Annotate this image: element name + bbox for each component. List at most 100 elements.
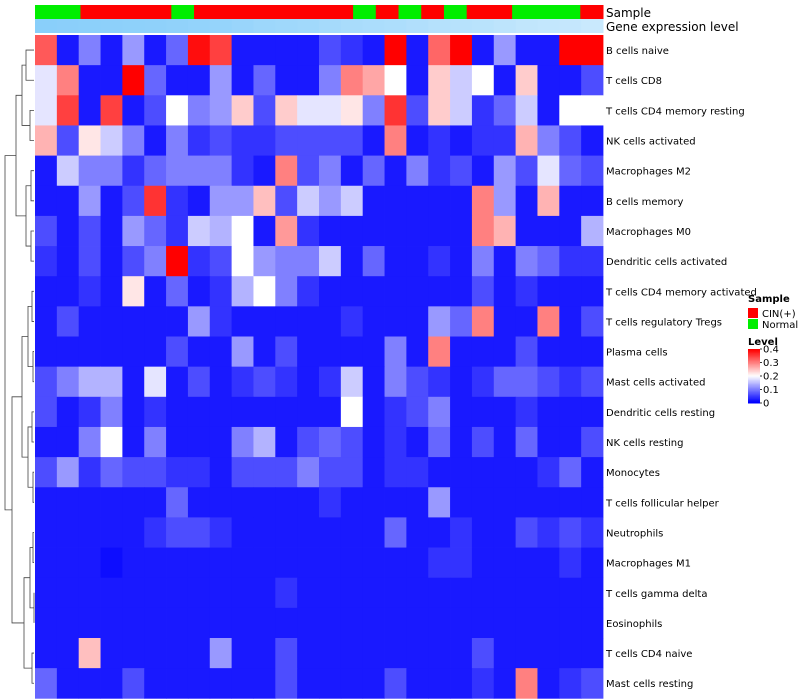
heatmap-cell <box>537 95 560 126</box>
heatmap-cell <box>78 607 101 639</box>
legend-gradient-step <box>748 374 760 377</box>
expression-annotation-cell <box>297 19 320 33</box>
heatmap-cell <box>253 125 276 156</box>
heatmap-cell <box>537 65 560 96</box>
sample-annotation-cell <box>421 5 445 19</box>
heatmap-cell <box>56 517 80 548</box>
heatmap-cell <box>231 215 254 247</box>
heatmap-cell <box>231 336 254 368</box>
heatmap-cell <box>340 95 364 126</box>
heatmap-cell <box>144 336 167 368</box>
heatmap-cell <box>35 426 58 458</box>
heatmap-cell <box>187 668 211 699</box>
heatmap-cell <box>297 215 320 247</box>
heatmap-cell <box>450 426 473 458</box>
heatmap-cell <box>56 95 80 126</box>
heatmap-cell <box>450 306 473 337</box>
heatmap-cell <box>166 457 189 488</box>
heatmap-cell <box>537 577 560 609</box>
heatmap-cell <box>471 366 495 398</box>
expression-annotation-cell <box>144 19 167 33</box>
dendrogram-branch <box>32 351 34 383</box>
sample-annotation-cell <box>284 5 309 19</box>
expression-annotation-cell <box>406 19 429 33</box>
heatmap-cell <box>100 246 123 277</box>
heatmap-cell <box>209 426 233 458</box>
heatmap-cell <box>187 336 211 368</box>
legend-gradient-step <box>748 366 760 369</box>
sample-annotation-cell <box>375 5 400 19</box>
heatmap-cell <box>187 155 211 187</box>
heatmap-cell <box>450 35 473 66</box>
heatmap-cell <box>319 487 342 518</box>
heatmap-cell <box>275 668 298 699</box>
heatmap-cell <box>166 638 189 669</box>
row-label: T cells follicular helper <box>605 498 720 509</box>
heatmap-cell <box>78 125 101 156</box>
legend-gradient-step <box>748 394 760 397</box>
heatmap-cell <box>340 547 364 579</box>
row-labels: B cells naive T cells CD8 T cells CD4 memo… <box>605 46 757 690</box>
sample-annotation-cell <box>216 5 240 19</box>
heatmap-cell <box>384 306 407 337</box>
heatmap-cell <box>78 366 101 398</box>
heatmap-cell <box>340 276 364 307</box>
heatmap-cell <box>253 366 276 398</box>
heatmap-cell <box>384 246 407 277</box>
heatmap-cell <box>493 185 517 217</box>
heatmap-cell <box>450 336 473 368</box>
heatmap-cell <box>275 336 298 368</box>
heatmap-cell <box>384 185 407 217</box>
heatmap-cell <box>581 487 604 518</box>
heatmap-cell <box>493 638 517 669</box>
heatmap-cell <box>450 246 473 277</box>
heatmap-cell <box>144 517 167 548</box>
heatmap-cell <box>166 95 189 126</box>
heatmap-cell <box>340 487 364 518</box>
legend-gradient-step <box>748 390 760 393</box>
heatmap-cell <box>406 607 429 639</box>
heatmap-cell <box>537 396 560 428</box>
heatmap-cell <box>581 517 604 548</box>
sample-annotation-cell <box>398 5 422 19</box>
expression-annotation-cell <box>384 19 407 33</box>
heatmap-cell <box>319 517 342 548</box>
heatmap-cell <box>253 577 276 609</box>
heatmap-cell <box>515 607 538 639</box>
heatmap-cell <box>275 276 298 307</box>
heatmap-cell <box>56 35 80 66</box>
row-label: Eosinophils <box>606 619 662 630</box>
heatmap-cell <box>471 426 495 458</box>
heatmap-cell <box>537 517 560 548</box>
heatmap-cell <box>537 607 560 639</box>
heatmap-cell <box>450 517 473 548</box>
heatmap-cell <box>340 396 364 428</box>
heatmap-cell <box>209 668 233 699</box>
heatmap-cell <box>340 366 364 398</box>
heatmap-cell <box>559 276 582 307</box>
legend-swatch <box>748 319 758 329</box>
heatmap-cell <box>297 306 320 337</box>
heatmap-cell <box>537 668 560 699</box>
heatmap-cell <box>231 35 254 66</box>
heatmap-cell <box>340 65 364 96</box>
heatmap-cell <box>122 366 145 398</box>
heatmap-cell <box>78 336 101 368</box>
heatmap-cell <box>537 185 560 217</box>
heatmap-cell <box>275 155 298 187</box>
heatmap-cell <box>35 607 58 639</box>
heatmap-cell <box>319 276 342 307</box>
heatmap-cell <box>450 276 473 307</box>
heatmap-cell <box>362 607 385 639</box>
heatmap-cell <box>78 577 101 609</box>
heatmap-cell <box>471 547 495 579</box>
sample-annotation-cell <box>103 5 127 19</box>
heatmap-cell <box>144 95 167 126</box>
heatmap-cell <box>100 155 123 187</box>
heatmap-cell <box>187 517 211 548</box>
heatmap-cell <box>515 517 538 548</box>
expression-annotation-cell <box>187 19 211 33</box>
sample-annotation-cell <box>443 5 468 19</box>
heatmap-cell <box>78 95 101 126</box>
heatmap-cell <box>122 607 145 639</box>
